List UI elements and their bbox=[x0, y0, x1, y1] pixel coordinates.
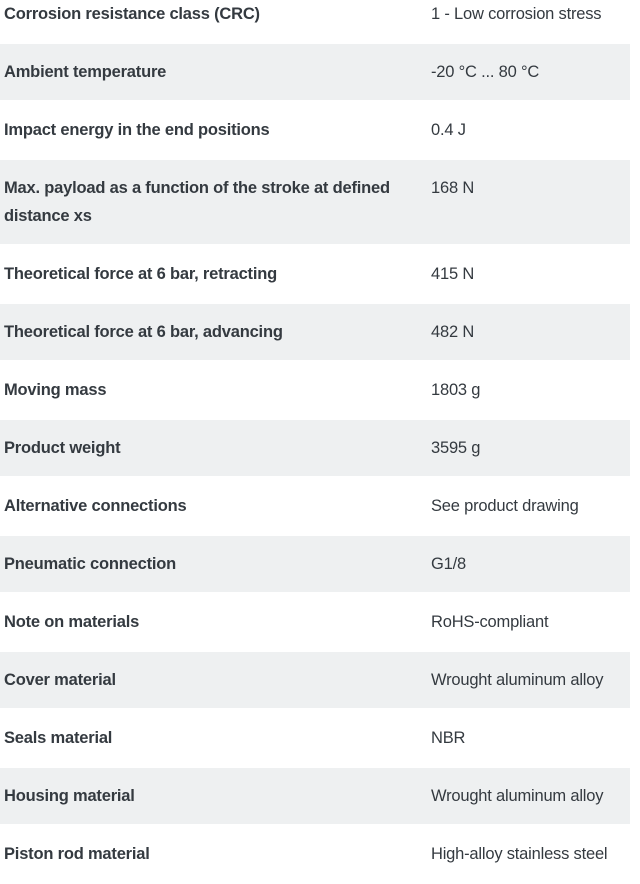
spec-value: Wrought aluminum alloy bbox=[431, 671, 604, 689]
spec-row: Impact energy in the end positions 0.4 J bbox=[0, 100, 630, 158]
spec-row: Product weight 3595 g bbox=[0, 418, 630, 476]
spec-label: Piston rod material bbox=[4, 845, 150, 863]
spec-value: NBR bbox=[431, 729, 466, 747]
spec-label: Housing material bbox=[4, 787, 135, 805]
spec-label: Ambient temperature bbox=[4, 63, 167, 81]
spec-row: Note on materials RoHS-compliant bbox=[0, 592, 630, 650]
spec-label: Corrosion resistance class (CRC) bbox=[4, 5, 260, 23]
spec-row: Alternative connections See product draw… bbox=[0, 476, 630, 534]
spec-label: Moving mass bbox=[4, 381, 107, 399]
spec-value: 1803 g bbox=[431, 381, 481, 399]
spec-row: Housing material Wrought aluminum alloy bbox=[0, 766, 630, 824]
spec-value: RoHS-compliant bbox=[431, 613, 549, 631]
spec-label: Seals material bbox=[4, 729, 113, 747]
spec-label: Cover material bbox=[4, 671, 116, 689]
spec-row: Cover material Wrought aluminum alloy bbox=[0, 650, 630, 708]
spec-label: Product weight bbox=[4, 439, 121, 457]
spec-row: Corrosion resistance class (CRC) 1 - Low… bbox=[0, 0, 630, 42]
spec-value: 0.4 J bbox=[431, 121, 466, 139]
spec-value: 415 N bbox=[431, 265, 475, 283]
spec-label: Max. payload as a function of the stroke… bbox=[4, 179, 390, 225]
spec-label: Alternative connections bbox=[4, 497, 187, 515]
spec-value: G1/8 bbox=[431, 555, 466, 573]
spec-value: 1 - Low corrosion stress bbox=[431, 5, 602, 23]
spec-label: Note on materials bbox=[4, 613, 140, 631]
spec-row: Max. payload as a function of the stroke… bbox=[0, 158, 630, 244]
spec-value: 3595 g bbox=[431, 439, 481, 457]
spec-row: Pneumatic connection G1/8 bbox=[0, 534, 630, 592]
spec-row: Piston rod material High-alloy stainless… bbox=[0, 824, 630, 882]
spec-label: Theoretical force at 6 bar, advancing bbox=[4, 323, 283, 341]
spec-value: -20 °C ... 80 °C bbox=[431, 63, 540, 81]
spec-value: Wrought aluminum alloy bbox=[431, 787, 604, 805]
spec-value: 482 N bbox=[431, 323, 475, 341]
spec-label: Pneumatic connection bbox=[4, 555, 177, 573]
spec-row: Ambient temperature -20 °C ... 80 °C bbox=[0, 42, 630, 100]
spec-value: See product drawing bbox=[431, 497, 579, 515]
spec-label: Impact energy in the end positions bbox=[4, 121, 270, 139]
spec-row: Theoretical force at 6 bar, advancing 48… bbox=[0, 302, 630, 360]
spec-value: 168 N bbox=[431, 179, 475, 197]
spec-row: Seals material NBR bbox=[0, 708, 630, 766]
spec-value: High-alloy stainless steel bbox=[431, 845, 608, 863]
spec-row: Moving mass 1803 g bbox=[0, 360, 630, 418]
spec-label: Theoretical force at 6 bar, retracting bbox=[4, 265, 277, 283]
spec-row: Theoretical force at 6 bar, retracting 4… bbox=[0, 244, 630, 302]
